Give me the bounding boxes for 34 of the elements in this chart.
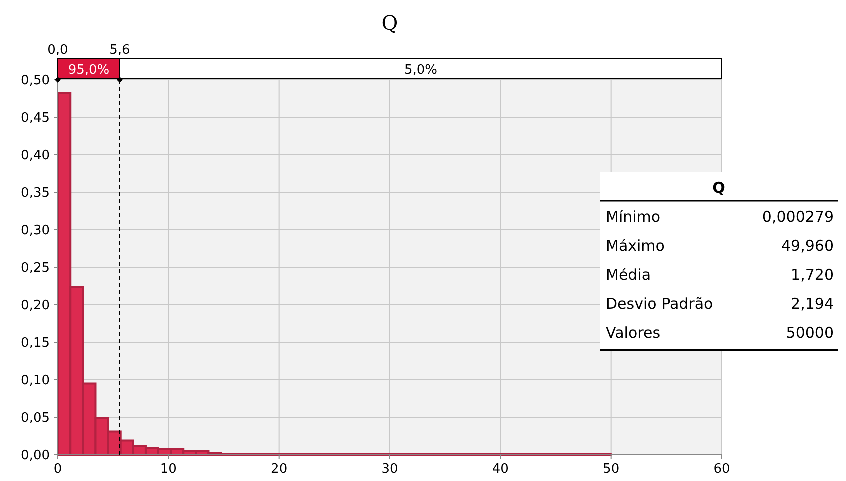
chart-title: Q bbox=[382, 11, 398, 35]
text: 5,0% bbox=[404, 63, 438, 78]
y-tick-label: 0,15 bbox=[21, 336, 50, 351]
text: 50000 bbox=[786, 324, 834, 342]
y-tick-label: 0,25 bbox=[21, 261, 50, 276]
text: Q bbox=[712, 179, 726, 197]
annotation: Máximo bbox=[606, 237, 665, 255]
y-tick-label: 0,10 bbox=[21, 374, 50, 388]
x-tick-label: 50 bbox=[603, 462, 620, 477]
x-tick-label: 30 bbox=[382, 462, 398, 477]
text: 0,000279 bbox=[762, 208, 834, 226]
y-tick-label: 0,40 bbox=[21, 148, 50, 164]
y-tick-label: 0,30 bbox=[21, 224, 50, 238]
annotation: Valores bbox=[606, 324, 661, 342]
x-tick-label: 0 bbox=[54, 462, 62, 477]
text: 95,0% bbox=[68, 63, 110, 78]
x-tick-label: 20 bbox=[271, 462, 288, 477]
annotation: Mínimo bbox=[606, 208, 661, 226]
text: 1,720 bbox=[791, 266, 834, 284]
annotation: 0,0 bbox=[48, 43, 68, 58]
ref-line-label: 5,6 bbox=[110, 43, 130, 58]
annotation: Média bbox=[606, 266, 652, 284]
text: 2,194 bbox=[791, 295, 834, 313]
y-tick-label: 0,35 bbox=[21, 186, 50, 201]
text: 49,960 bbox=[782, 237, 834, 255]
x-tick-label: 40 bbox=[492, 462, 509, 477]
y-tick-label: 0,00 bbox=[21, 448, 50, 464]
x-tick-label: 60 bbox=[714, 462, 730, 477]
y-tick-label: 0,50 bbox=[21, 74, 50, 88]
x-tick-label: 10 bbox=[160, 462, 177, 477]
y-tick-label: 0,45 bbox=[21, 111, 50, 126]
annotation: Desvio Padrão bbox=[606, 295, 714, 313]
y-tick-label: 0,05 bbox=[21, 411, 50, 426]
y-tick-label: 0,20 bbox=[21, 298, 50, 314]
